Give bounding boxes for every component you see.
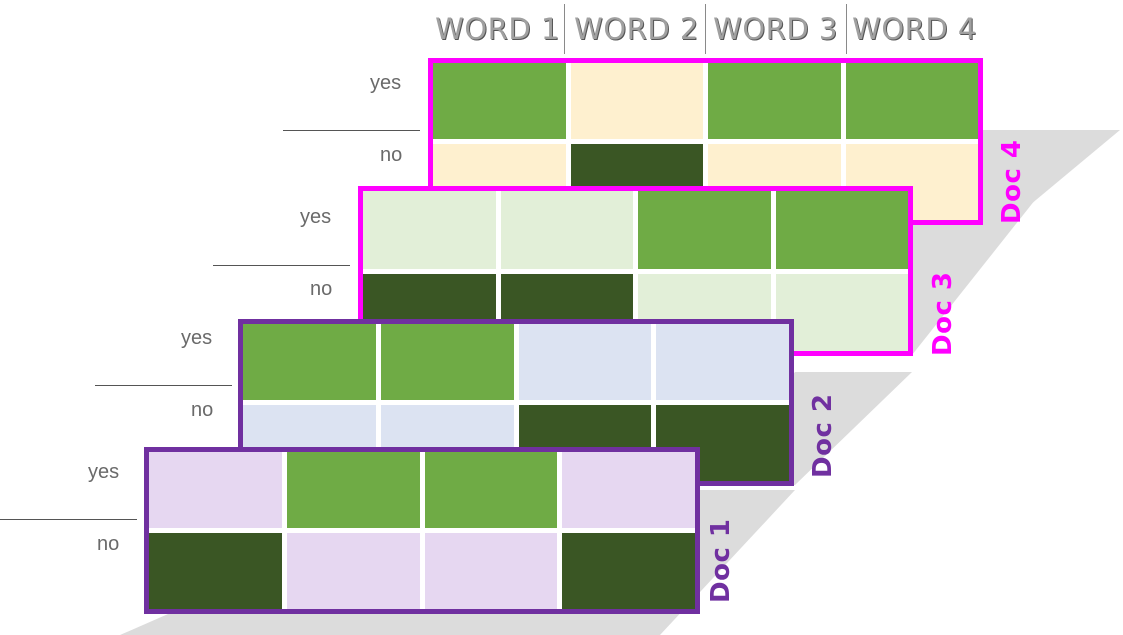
doc-2-label: Doc 2: [808, 393, 838, 479]
row-label-yes: yes: [181, 327, 213, 349]
row-label-yes: yes: [300, 206, 332, 228]
row-label-yes: yes: [370, 72, 402, 94]
doc1-cell-yes-word-1: [149, 452, 282, 528]
column-header-row: WORD 1 WORD 2 WORD 3 WORD 4: [428, 4, 984, 54]
doc-1-matrix: [144, 447, 700, 614]
doc3-cell-yes-word-2: [500, 191, 633, 269]
row-divider: [283, 130, 420, 131]
doc-1-label: Doc 1: [706, 518, 736, 604]
doc1-cell-yes-word-3: [424, 452, 558, 528]
doc-4-label: Doc 4: [997, 139, 1027, 225]
doc3-cell-yes-word-4: [775, 191, 908, 269]
column-header-word-4: WORD 4: [852, 12, 977, 46]
doc1-cell-yes-word-2: [286, 452, 420, 528]
doc1-cell-yes-word-4: [562, 452, 695, 528]
doc4-cell-yes-word-1: [433, 63, 566, 139]
doc2-cell-yes-word-4: [656, 324, 789, 400]
doc3-cell-yes-word-1: [363, 191, 496, 269]
doc-3-label: Doc 3: [928, 271, 958, 357]
column-divider: [846, 4, 847, 54]
row-label-no: no: [310, 278, 333, 300]
doc1-cell-no-word-1: [149, 533, 282, 609]
row-divider: [0, 519, 137, 520]
row-divider: [213, 265, 350, 266]
doc3-cell-no-word-4: [775, 273, 908, 351]
doc4-cell-yes-word-3: [708, 63, 841, 139]
row-label-no: no: [97, 533, 120, 555]
doc1-cell-no-word-2: [286, 533, 420, 609]
column-header-word-3: WORD 3: [713, 12, 838, 46]
column-divider: [705, 4, 706, 54]
column-divider: [564, 4, 565, 54]
doc2-cell-yes-word-1: [243, 324, 376, 400]
doc4-cell-yes-word-2: [570, 63, 703, 139]
doc3-cell-yes-word-3: [638, 191, 771, 269]
doc1-cell-no-word-4: [562, 533, 695, 609]
column-header-word-1: WORD 1: [435, 12, 560, 46]
doc2-cell-yes-word-2: [380, 324, 514, 400]
row-label-no: no: [380, 144, 403, 166]
column-header-word-2: WORD 2: [574, 12, 699, 46]
row-label-yes: yes: [88, 461, 120, 483]
doc2-cell-yes-word-3: [518, 324, 652, 400]
row-divider: [95, 385, 232, 386]
row-label-no: no: [191, 399, 214, 421]
doc1-cell-no-word-3: [424, 533, 558, 609]
doc4-cell-yes-word-4: [845, 63, 978, 139]
